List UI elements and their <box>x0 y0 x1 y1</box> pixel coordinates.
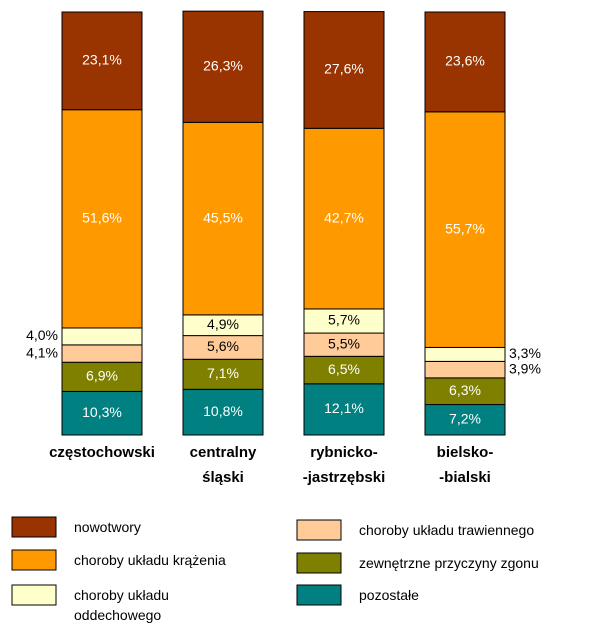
legend-label: choroby układu trawiennego <box>359 522 535 538</box>
bar-segment <box>61 11 143 111</box>
legend-label: choroby układu krążenia <box>74 552 226 568</box>
bar-segment <box>303 355 385 385</box>
value-label: 7,2% <box>449 410 481 426</box>
legend-swatch <box>11 516 57 538</box>
legend-swatch <box>296 584 342 606</box>
legend-swatch <box>296 552 342 574</box>
value-label: 10,3% <box>82 404 122 420</box>
value-label: 4,9% <box>207 316 239 332</box>
value-label: 5,5% <box>328 335 360 351</box>
bar-segment <box>182 358 264 390</box>
value-label: 12,1% <box>324 400 364 416</box>
category-label: bielsko- -bialski <box>436 444 494 486</box>
bar-segment <box>424 360 506 379</box>
value-label: 6,9% <box>86 368 118 384</box>
bar-segment <box>303 11 385 129</box>
legend-swatch <box>11 584 57 606</box>
bar-segment <box>182 121 264 316</box>
bar-segment <box>61 344 143 363</box>
bar-segment <box>424 11 506 113</box>
bar-segment <box>61 327 143 346</box>
value-label: 10,8% <box>203 403 243 419</box>
value-label: 3,9% <box>509 360 541 376</box>
value-label: 7,1% <box>207 365 239 381</box>
value-label: 6,3% <box>449 382 481 398</box>
bar-segment <box>61 390 143 436</box>
legend-label: pozostałe <box>359 587 419 603</box>
value-label: 4,1% <box>26 344 58 360</box>
legend-swatch <box>296 519 342 541</box>
legend-label: choroby układu oddechowego <box>74 587 169 623</box>
bar-segment <box>424 377 506 406</box>
legend-label: zewnętrzne przyczyny zgonu <box>359 555 539 571</box>
value-label: 55,7% <box>445 220 485 236</box>
value-label: 23,1% <box>82 52 122 68</box>
legend-swatch <box>11 549 57 571</box>
category-label: centralny śląski <box>189 444 257 486</box>
bar-segment <box>303 383 385 436</box>
bar-segment <box>424 404 506 436</box>
legend-label: nowotwory <box>74 519 141 535</box>
bar-segment <box>303 308 385 334</box>
value-label: 51,6% <box>82 210 122 226</box>
bar-segment <box>424 111 506 348</box>
bar-segment <box>303 127 385 310</box>
value-label: 5,6% <box>207 338 239 354</box>
bar-segment <box>182 10 264 123</box>
value-label: 5,7% <box>328 312 360 328</box>
value-label: 23,6% <box>445 53 485 69</box>
category-label: częstochowski <box>49 444 155 461</box>
value-label: 42,7% <box>324 209 364 225</box>
bar-segment <box>182 388 264 436</box>
bar-segment <box>61 109 143 329</box>
value-label: 3,3% <box>509 345 541 361</box>
value-label: 26,3% <box>203 57 243 73</box>
value-label: 6,5% <box>328 361 360 377</box>
bar-segment <box>424 346 506 362</box>
value-label: 4,0% <box>26 327 58 343</box>
category-label: rybnicko- -jastrzębski <box>302 444 386 486</box>
bar-segment <box>61 361 143 392</box>
value-label: 45,5% <box>203 209 243 225</box>
value-label: 27,6% <box>324 61 364 77</box>
